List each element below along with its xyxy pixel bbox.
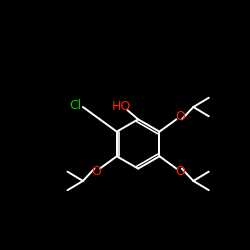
Text: HO: HO [112,100,131,114]
Text: O: O [175,165,185,178]
Text: O: O [175,110,185,123]
Text: Cl: Cl [69,99,81,112]
Text: O: O [91,165,101,178]
